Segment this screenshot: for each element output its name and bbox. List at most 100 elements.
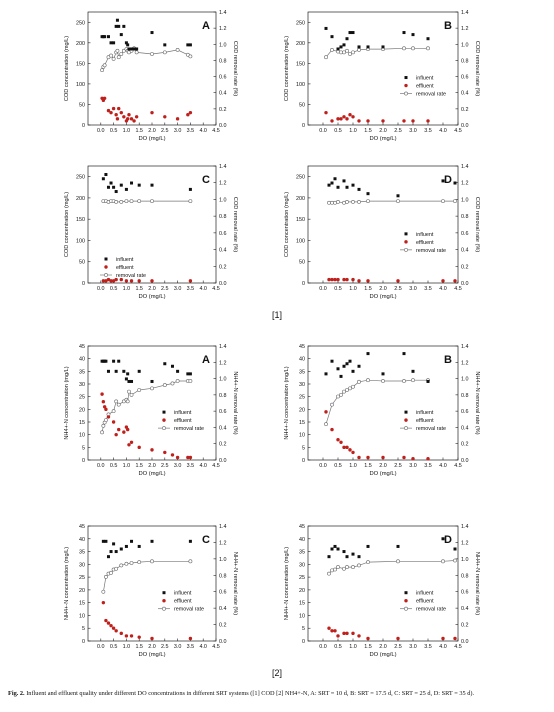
panel-0-xtick-label: 2.5: [161, 128, 169, 134]
panel-0-influent-point: [122, 24, 126, 28]
panel-7-frame: [307, 525, 459, 642]
panel-1-effluent-point: [342, 115, 346, 119]
panel-2-influent-point: [150, 183, 154, 187]
panel-1-influent-point: [411, 33, 415, 37]
panel-1-y2tick-label: 0.6: [461, 75, 469, 81]
panel-1-influent-point: [426, 37, 430, 41]
panel-1-influent-point: [324, 26, 328, 30]
panel-0-ytick-label: 200: [76, 41, 85, 47]
panel-4-effluent-point: [170, 453, 175, 457]
panel-3-removal-rate-point: [333, 200, 337, 205]
panel-3-ytick-label: 50: [299, 260, 305, 266]
panel-1-legend-influent-marker: [404, 76, 408, 80]
panel-5-influent-point: [330, 359, 334, 363]
panel-2-legend: influent effluent removal rate: [100, 257, 146, 279]
panel-1-influent-point: [348, 31, 352, 35]
panel-0-removal-rate-point: [116, 55, 121, 60]
panel-0-effluent-point: [111, 106, 116, 111]
panel-1-xtick-label: 0.0: [319, 128, 327, 134]
panel-7-legend-influent-marker: [404, 591, 408, 595]
panel-2-y2tick-label: 0.2: [219, 264, 227, 270]
panel-6-letter: C: [202, 534, 210, 546]
panel-5-legend-effluent-label: effluent: [416, 418, 434, 424]
panel-4-legend-effluent-label: effluent: [174, 418, 192, 424]
panel-1-xtick-label: 1.0: [349, 128, 357, 134]
panel-6-influent-point: [104, 539, 108, 543]
panel-7-ytick-label: 0: [302, 639, 305, 645]
panel-2-xtick-label: 2.5: [161, 286, 169, 292]
panel-4-ytick-label: 30: [79, 382, 85, 388]
panel-5-influent-point: [366, 352, 370, 356]
panel-7-ytick-label: 45: [299, 524, 305, 530]
panel-6-removal-rate-point: [137, 560, 142, 565]
panel-4-removal-rate-line: [101, 380, 191, 433]
panel-4-xtick-label: 1.0: [123, 463, 131, 469]
panel-4-removal-rate-point: [188, 379, 193, 383]
panel-1-xtick-label: 3.5: [424, 128, 432, 134]
panel-4-influent-point: [176, 369, 180, 373]
panel-3-removal-rate-point: [396, 199, 400, 204]
panel-7-removal-rate-point: [327, 571, 331, 576]
panel-1-xtick-label: 3.0: [409, 128, 417, 134]
panel-7-removal-rate-point: [453, 558, 457, 563]
panel-3-influent-point: [345, 185, 349, 189]
panel-0-xtick-label: 4.0: [199, 128, 207, 134]
panel-1-removal-rate-point: [342, 50, 346, 55]
panel-2-ytick-label: 100: [76, 238, 85, 244]
figure-caption: Fig. 2. Influent and effluent quality un…: [8, 690, 546, 698]
panel-2-effluent-point: [150, 279, 154, 283]
panel-2-effluent-point: [101, 279, 106, 283]
panel-0-effluent-point: [163, 115, 167, 119]
panel-5-legend-effluent-marker: [404, 418, 408, 422]
panel-4-removal-rate-point: [104, 418, 108, 423]
caption-lead: Fig. 2.: [8, 690, 25, 697]
panel-7-xtick-label: 4.5: [454, 644, 462, 650]
panel-5-influent-point: [342, 364, 346, 368]
panel-7-xtick-label: 0.5: [334, 644, 342, 650]
panel-2-y2tick-label: 0.8: [219, 214, 227, 220]
panel-1-ytick-label: 250: [296, 20, 305, 26]
panel-7-effluent-point: [351, 631, 355, 636]
panel-5-removal-rate-line: [325, 379, 428, 425]
panel-5-ytick-label: 5: [302, 445, 305, 451]
panel-6-xtick-label: 4.5: [212, 644, 220, 650]
panel-0-influent-point: [117, 24, 121, 28]
panel-5-y2tick-label: 0.4: [461, 425, 469, 431]
panel-7-influent-point: [441, 537, 445, 541]
panel-2-influent-point: [112, 185, 116, 189]
panel-4-effluent-point: [101, 400, 106, 404]
panel-5-influent-point: [324, 372, 328, 376]
panel-2-effluent-point: [137, 279, 141, 283]
panel-6-legend-effluent-marker: [162, 599, 166, 603]
panel-7: 0.0 0.5 1.0 1.5 2.0 2.5 3.0 3.5 4.0 4.5 0 5 10 15 20 25…: [284, 524, 480, 658]
panel-3-xtick-label: 2.0: [379, 286, 387, 292]
panel-0-removal-rate-point: [109, 53, 113, 58]
panel-3-y2tick-label: 1.4: [461, 164, 469, 170]
panel-4-ytick-label: 45: [79, 344, 85, 350]
panel-1-removal-rate-point: [351, 50, 355, 55]
panel-3-effluent-point: [453, 279, 457, 283]
panel-0-effluent-point: [132, 119, 136, 123]
panel-0-influent-point: [186, 43, 190, 47]
panel-6-xtick-label: 4.0: [199, 644, 207, 650]
panel-0-influent-point: [103, 35, 107, 39]
panel-0-removal-rate-point: [188, 54, 193, 59]
panel-1-xtick-label: 4.0: [439, 128, 447, 134]
panel-6-removal-rate-point: [188, 559, 193, 564]
panel-7-y2tick-label: 1.2: [461, 540, 469, 546]
panel-6-influent-point: [109, 550, 113, 554]
panel-3-xtick-label: 0.5: [334, 286, 342, 292]
panel-7-ytick-label: 5: [302, 626, 305, 632]
panel-7-ytick-label: 10: [299, 613, 305, 619]
panel-4-xtick-label: 0.0: [97, 463, 105, 469]
panel-2-ytick-label: 200: [76, 196, 85, 202]
panel-5-ytick-label: 40: [299, 357, 305, 363]
panel-1-xtick-label: 1.5: [364, 128, 372, 134]
panel-3-legend-influent-marker: [404, 232, 408, 236]
panel-7-xtick-label: 3.0: [409, 644, 417, 650]
panel-7-xtick-label: 1.5: [364, 644, 372, 650]
panel-3-effluent-point: [357, 279, 361, 283]
panel-2-influent-point: [188, 187, 192, 191]
panel-4-ytick-label: 0: [82, 458, 85, 464]
panel-6-xtick-label: 1.0: [123, 644, 131, 650]
